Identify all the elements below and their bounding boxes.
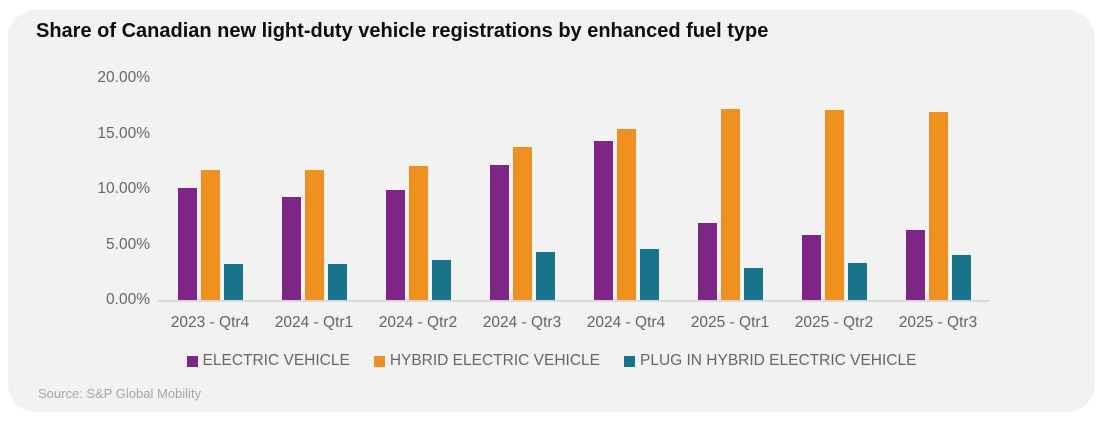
y-tick-label: 20.00% — [97, 69, 150, 86]
bar-hybrid-electric-vehicle — [408, 165, 428, 300]
bar-group — [158, 78, 262, 300]
bar-plug-in-hybrid-electric-vehicle — [951, 254, 971, 300]
legend-label: HYBRID ELECTRIC VEHICLE — [389, 352, 600, 369]
bar-electric-vehicle — [177, 187, 197, 300]
x-axis-label: 2024 - Qtr3 — [482, 314, 562, 331]
bar-group — [886, 78, 990, 300]
x-axis-label: 2024 - Qtr1 — [274, 314, 354, 331]
bar-hybrid-electric-vehicle — [616, 129, 636, 300]
bar-hybrid-electric-vehicle — [928, 112, 948, 300]
bar-electric-vehicle — [385, 190, 405, 300]
bar-plug-in-hybrid-electric-vehicle — [535, 252, 555, 300]
bar-hybrid-electric-vehicle — [720, 109, 740, 300]
bar-plug-in-hybrid-electric-vehicle — [743, 267, 763, 300]
bar-plug-in-hybrid-electric-vehicle — [847, 263, 867, 300]
bar-hybrid-electric-vehicle — [512, 146, 532, 300]
bar-electric-vehicle — [905, 230, 925, 300]
source-note: Source: S&P Global Mobility — [38, 386, 202, 401]
bar-plug-in-hybrid-electric-vehicle — [431, 260, 451, 300]
bar-group — [262, 78, 366, 300]
legend-swatch-icon — [623, 355, 635, 367]
x-axis-label: 2024 - Qtr4 — [586, 314, 666, 331]
chart-title: Share of Canadian new light-duty vehicle… — [36, 20, 769, 42]
legend-swatch-icon — [186, 355, 198, 367]
bar-hybrid-electric-vehicle — [200, 170, 220, 300]
bar-group — [470, 78, 574, 300]
x-axis-label: 2025 - Qtr3 — [898, 314, 978, 331]
legend-item: PLUG IN HYBRID ELECTRIC VEHICLE — [623, 352, 917, 370]
bar-electric-vehicle — [697, 223, 717, 300]
bar-electric-vehicle — [281, 196, 301, 300]
y-tick-label: 5.00% — [106, 235, 150, 253]
bar-group — [782, 78, 886, 300]
legend-label: ELECTRIC VEHICLE — [202, 352, 350, 369]
bar-plug-in-hybrid-electric-vehicle — [327, 264, 347, 300]
bar-electric-vehicle — [489, 164, 509, 300]
x-axis-label: 2023 - Qtr4 — [170, 314, 250, 331]
bar-plug-in-hybrid-electric-vehicle — [223, 264, 243, 300]
bar-electric-vehicle — [593, 141, 613, 300]
legend: ELECTRIC VEHICLE HYBRID ELECTRIC VEHICLE P… — [8, 352, 1095, 370]
legend-label: PLUG IN HYBRID ELECTRIC VEHICLE — [639, 352, 917, 369]
bar-plug-in-hybrid-electric-vehicle — [639, 248, 659, 300]
legend-swatch-icon — [373, 355, 385, 367]
bar-hybrid-electric-vehicle — [304, 170, 324, 300]
bar-group — [678, 78, 782, 300]
bar-group — [574, 78, 678, 300]
legend-item: ELECTRIC VEHICLE — [186, 352, 350, 370]
legend-item: HYBRID ELECTRIC VEHICLE — [373, 352, 600, 370]
x-axis-label: 2024 - Qtr2 — [378, 314, 458, 331]
x-axis-label: 2025 - Qtr2 — [794, 314, 874, 331]
y-tick-label: 10.00% — [97, 180, 150, 197]
plot-area — [158, 78, 990, 302]
bar-group — [366, 78, 470, 300]
chart-card: Share of Canadian new light-duty vehicle… — [8, 10, 1095, 412]
x-axis-label: 2025 - Qtr1 — [690, 314, 770, 331]
bar-electric-vehicle — [801, 234, 821, 300]
x-axis: 2023 - Qtr4 2024 - Qtr1 2024 - Qtr2 2024 - … — [158, 311, 990, 335]
y-tick-label: 0.00% — [106, 291, 150, 308]
y-tick-label: 15.00% — [97, 124, 150, 142]
bar-hybrid-electric-vehicle — [824, 110, 844, 300]
